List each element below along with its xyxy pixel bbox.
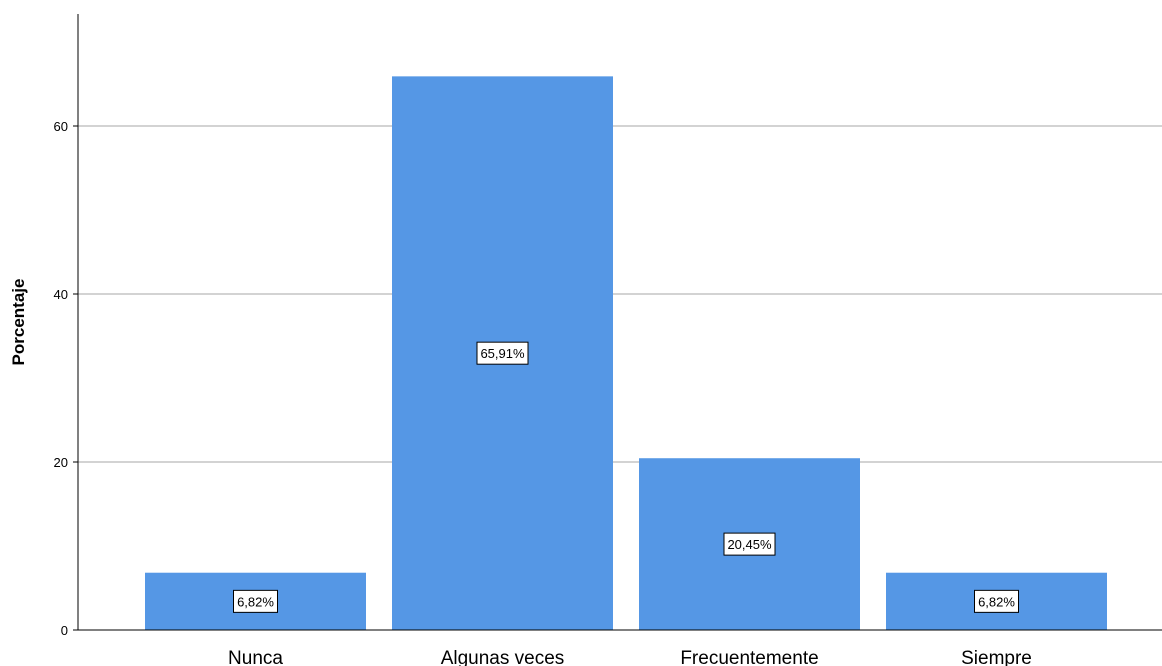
data-label-text: 6,82% bbox=[237, 594, 274, 609]
data-labels: 6,82% 65,91% 20,45% 6,82% bbox=[233, 341, 1019, 613]
data-label-box bbox=[476, 341, 529, 365]
grid-lines bbox=[78, 125, 1162, 463]
x-category-label: Frecuentemente bbox=[680, 648, 818, 666]
y-tick-label: 40 bbox=[54, 287, 68, 302]
y-tick-label: 60 bbox=[54, 119, 68, 134]
data-label: 65,91% bbox=[476, 341, 529, 365]
data-label-text: 6,82% bbox=[978, 594, 1015, 609]
data-label: 20,45% bbox=[723, 532, 776, 556]
x-category-label: Siempre bbox=[961, 648, 1032, 666]
bars bbox=[145, 76, 1107, 630]
data-label-box bbox=[233, 589, 278, 613]
y-tick-label: 20 bbox=[54, 455, 68, 470]
x-category-label: Algunas veces bbox=[441, 648, 565, 666]
y-tick-label: 0 bbox=[61, 623, 68, 638]
y-tick-labels: 0 20 40 60 bbox=[54, 119, 68, 638]
data-label-text: 65,91% bbox=[480, 346, 525, 361]
x-category-labels: Nunca Algunas veces Frecuentemente Siempre bbox=[228, 648, 1032, 666]
data-label-box bbox=[723, 532, 776, 556]
axes bbox=[73, 14, 1162, 631]
data-label: 6,82% bbox=[974, 589, 1019, 613]
data-label-box bbox=[974, 589, 1019, 613]
x-category-label: Nunca bbox=[228, 648, 283, 666]
data-label-text: 20,45% bbox=[727, 537, 772, 552]
data-label: 6,82% bbox=[233, 589, 278, 613]
y-axis-title: Porcentaje bbox=[9, 279, 28, 366]
